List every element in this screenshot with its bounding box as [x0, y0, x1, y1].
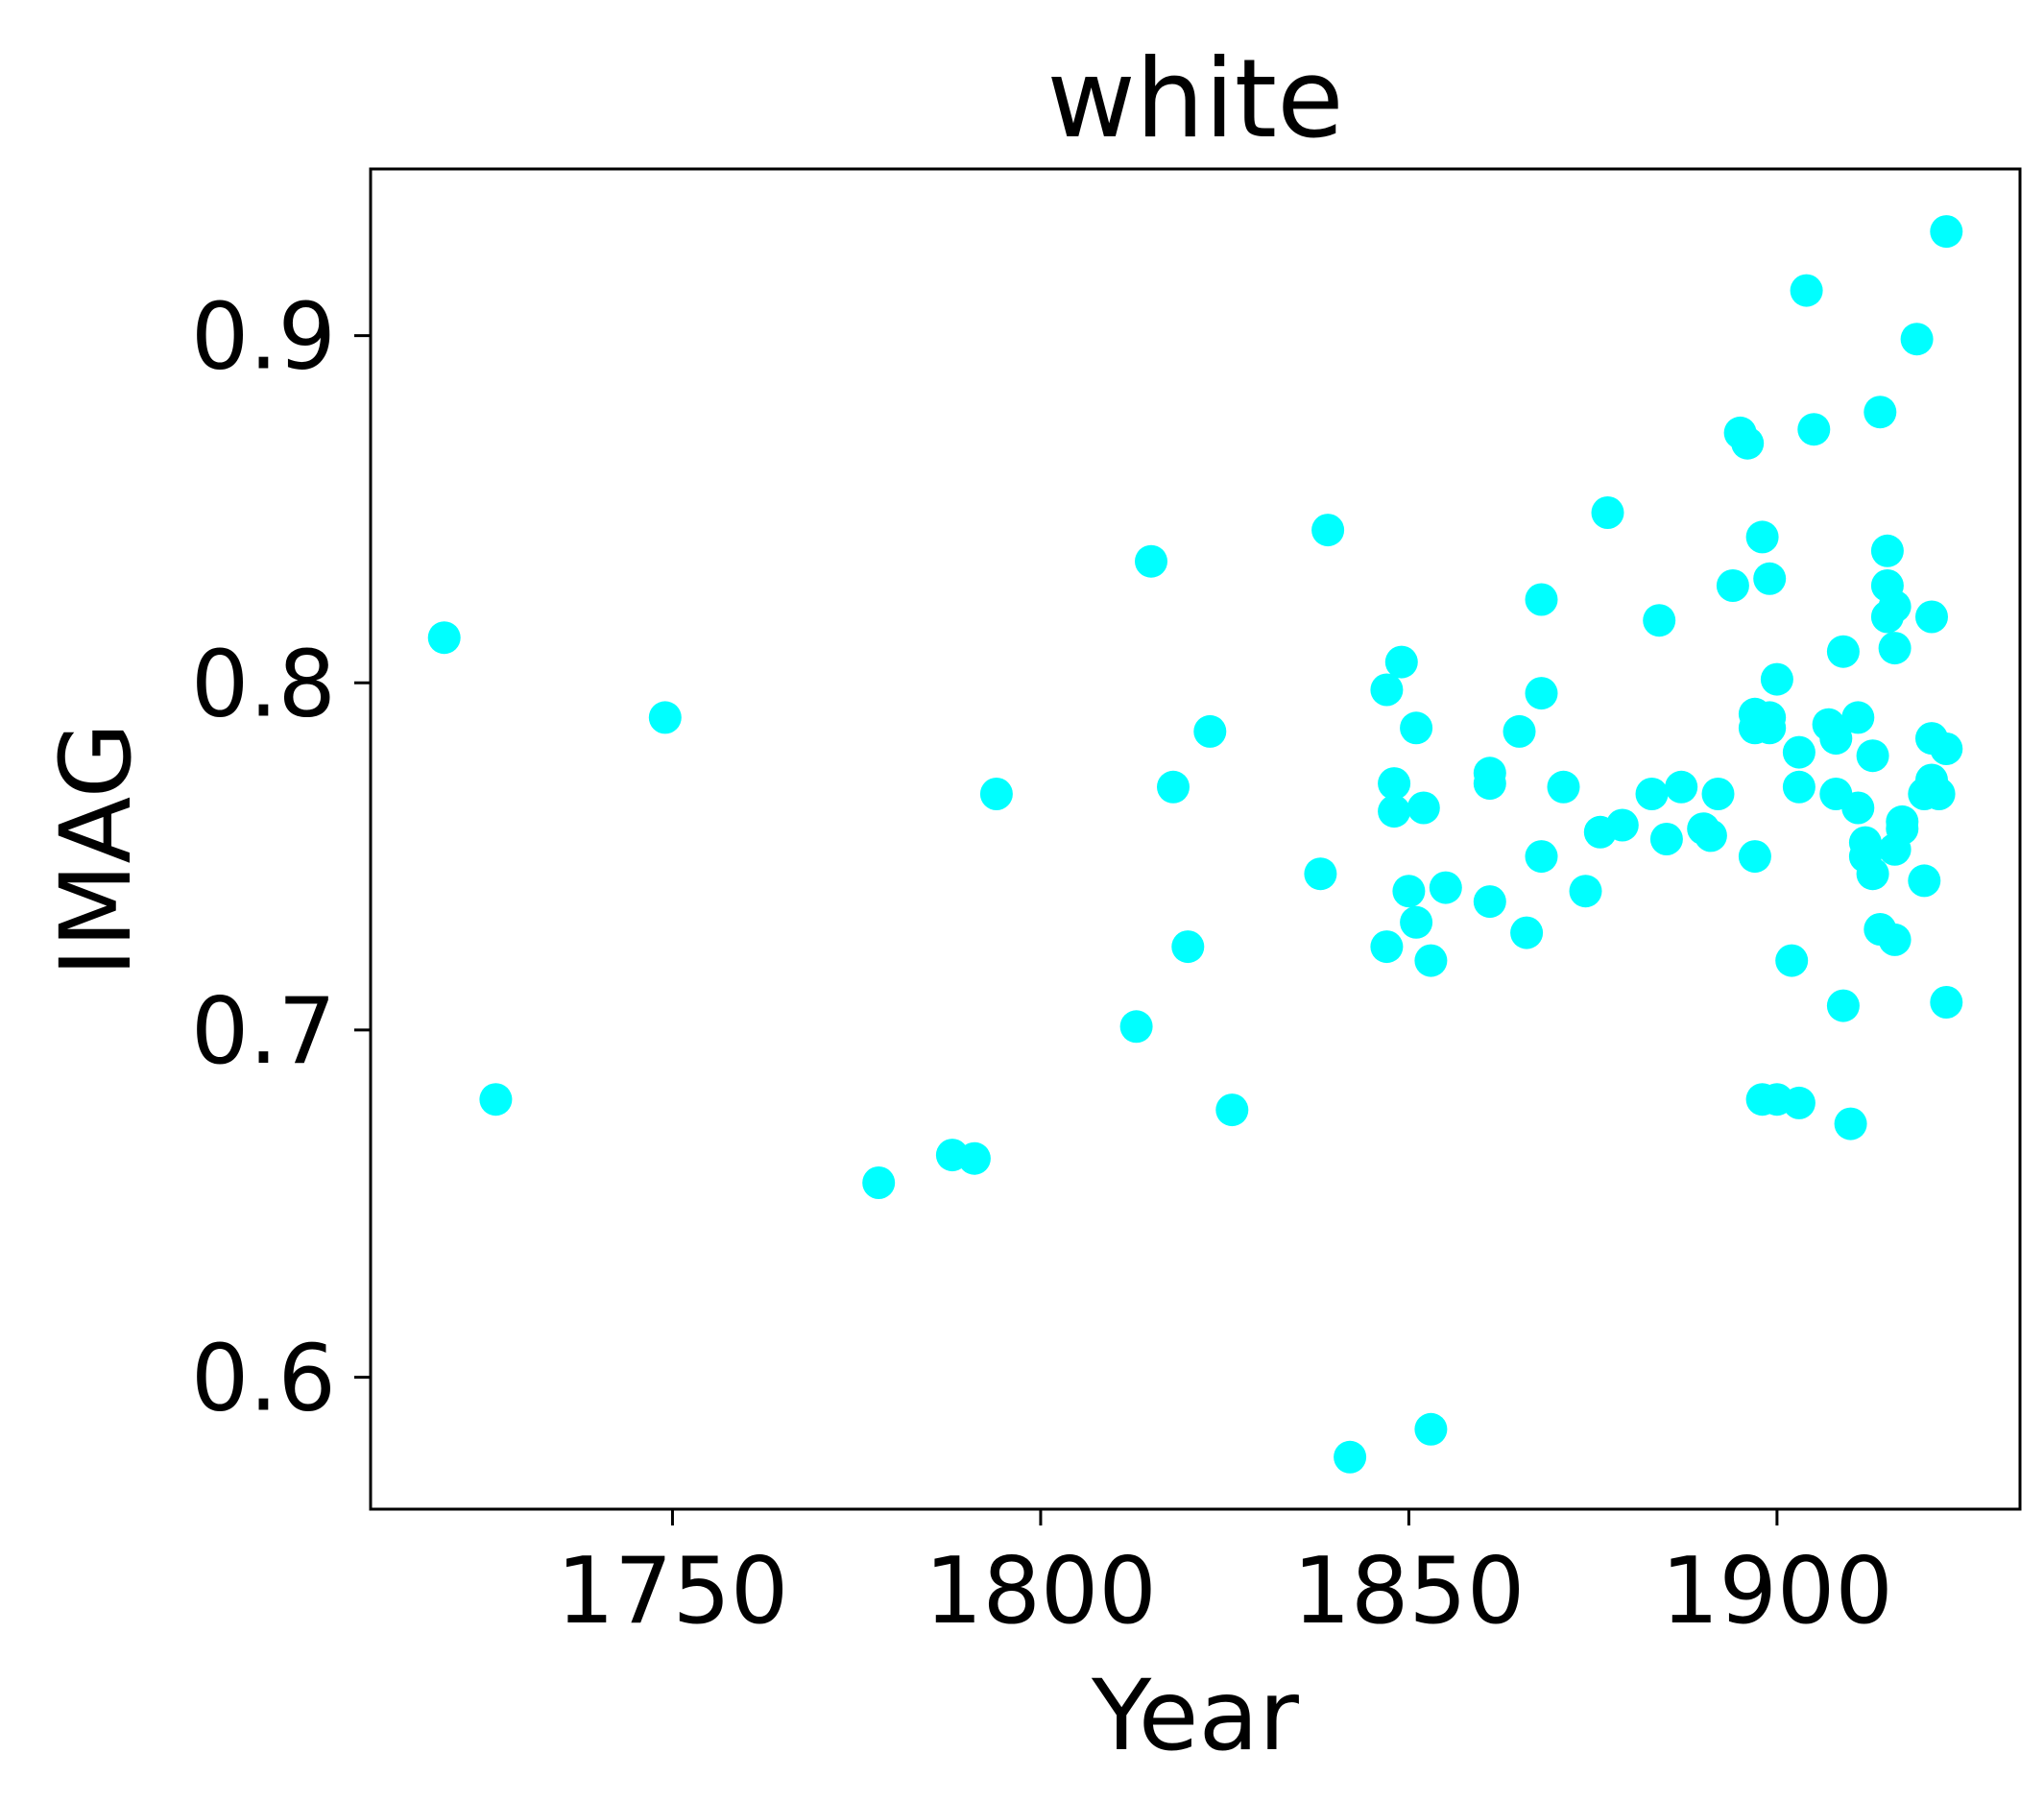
data-point [1525, 677, 1558, 710]
y-tick-label: 0.6 [191, 1327, 336, 1432]
data-point [1525, 583, 1558, 616]
data-point [1370, 673, 1404, 707]
x-tick-label: 1900 [1661, 1539, 1893, 1645]
data-point [1215, 1093, 1249, 1127]
data-point [1665, 770, 1698, 804]
data-point [862, 1166, 896, 1199]
data-point [1400, 711, 1433, 745]
data-point [1826, 989, 1860, 1022]
data-point [1856, 857, 1889, 891]
data-point [1605, 808, 1639, 842]
data-point [1922, 778, 1956, 810]
data-point [1334, 1440, 1367, 1474]
axes-frame [369, 167, 2022, 1511]
data-point [1694, 819, 1727, 852]
data-point [1635, 778, 1669, 810]
data-point [1856, 739, 1889, 773]
data-point [1915, 600, 1948, 634]
x-tick-label: 1800 [925, 1539, 1157, 1645]
data-point [1819, 722, 1853, 756]
x-tick-label: 1850 [1293, 1539, 1526, 1645]
data-point [1745, 520, 1779, 554]
data-point [1782, 770, 1816, 804]
data-point [1826, 635, 1860, 668]
data-point [1878, 923, 1912, 956]
data-point [1841, 701, 1875, 734]
y-tick-label: 0.7 [191, 979, 336, 1085]
data-point [1753, 562, 1787, 595]
data-point [1384, 645, 1418, 679]
data-point [1753, 711, 1787, 745]
data-point [1848, 826, 1882, 859]
data-point [1870, 534, 1904, 567]
y-tick-label: 0.8 [191, 632, 336, 737]
data-point [1900, 323, 1934, 356]
data-point [1782, 1086, 1816, 1119]
data-point [1171, 930, 1205, 964]
data-point [1157, 770, 1190, 804]
data-point [1414, 944, 1448, 977]
data-point [1797, 413, 1831, 446]
data-point [1569, 875, 1602, 908]
data-point [1790, 274, 1823, 307]
data-point [1414, 1412, 1448, 1446]
data-point [1864, 396, 1897, 429]
x-tick-label: 1750 [557, 1539, 789, 1645]
data-point [1510, 916, 1544, 949]
data-point [427, 621, 461, 655]
data-point [1525, 840, 1558, 874]
data-point [1643, 604, 1676, 637]
data-point [1878, 589, 1912, 623]
axis-ticks: 1750 1800 1850 1900 0.6 0.7 0.8 0.9 [191, 285, 1893, 1645]
data-point [1878, 632, 1912, 665]
data-point [1407, 791, 1440, 825]
data-point [1701, 778, 1735, 810]
y-axis-label: IMAG [39, 722, 154, 976]
data-point [1503, 714, 1536, 748]
data-point [1930, 215, 1963, 249]
data-point [1834, 1107, 1867, 1141]
data-point [1775, 944, 1809, 977]
data-point [979, 778, 1013, 810]
data-point [1473, 885, 1506, 919]
data-point [1930, 732, 1963, 765]
data-point [1135, 544, 1167, 578]
data-point [1930, 986, 1963, 1019]
data-point [1392, 875, 1426, 908]
data-point [1119, 1010, 1153, 1044]
data-point [1591, 496, 1624, 529]
data-point [1378, 795, 1411, 828]
data-point [1716, 569, 1749, 602]
data-points [427, 215, 1963, 1474]
data-point [1547, 770, 1580, 804]
data-point [1304, 857, 1337, 891]
data-point [1649, 823, 1683, 855]
x-axis-label: Year [1091, 1659, 1299, 1773]
data-point [1782, 735, 1816, 769]
data-point [1311, 514, 1345, 547]
data-point [1370, 930, 1404, 964]
data-point [1841, 791, 1875, 825]
data-point [1193, 714, 1227, 748]
data-point [1908, 864, 1941, 898]
data-point [1378, 767, 1411, 801]
data-point [1473, 767, 1506, 801]
data-point [957, 1141, 991, 1175]
data-point [479, 1083, 513, 1117]
data-point [1738, 840, 1771, 874]
data-point [1760, 662, 1793, 696]
data-point [1429, 871, 1462, 904]
data-point [1400, 905, 1433, 939]
chart-title: white [1046, 36, 1343, 162]
data-point [1886, 812, 1919, 846]
y-axis-title-group: IMAG [39, 722, 154, 976]
data-point [1731, 426, 1765, 460]
data-point [648, 701, 682, 734]
y-tick-label: 0.9 [191, 285, 336, 391]
